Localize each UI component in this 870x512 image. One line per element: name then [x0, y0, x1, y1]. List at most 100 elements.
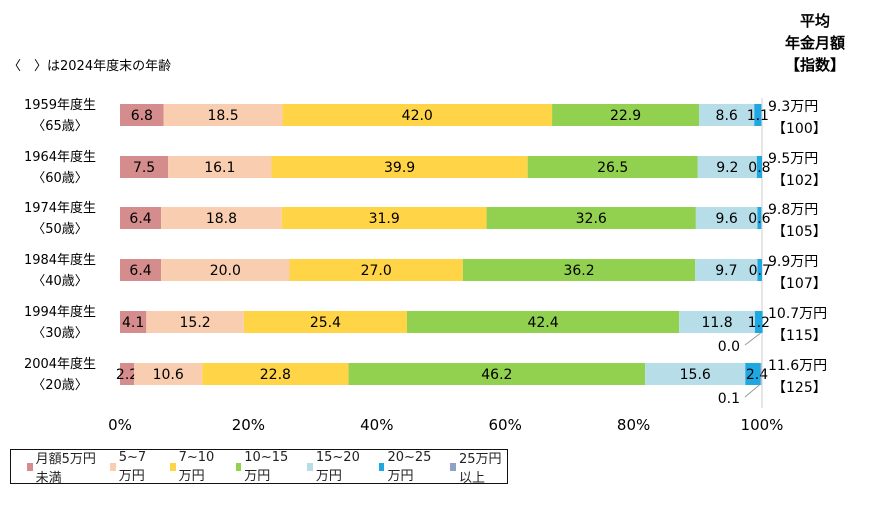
category-label: 1994年度生 [24, 304, 96, 320]
legend-swatch [110, 462, 116, 471]
legend-swatch [378, 462, 385, 471]
bar-segment [697, 156, 757, 178]
bar-segment [120, 259, 162, 281]
bar-segment [645, 363, 746, 385]
legend-item: 7~10万円 [169, 449, 222, 484]
note-label: 〈 〉は2024年度末の年齢 [8, 58, 171, 74]
bar-segment [120, 311, 147, 333]
avg-pension: 9.8万円 [768, 202, 818, 218]
data-label: 2.2 [116, 367, 138, 383]
data-label: 42.4 [527, 315, 558, 331]
category-age: 〈30歳〉 [32, 326, 88, 341]
right-header: 平均 [800, 12, 830, 30]
bar-segment [486, 207, 696, 229]
legend-swatch [169, 462, 176, 471]
data-label: 15.2 [180, 315, 211, 331]
x-tick-label: 0% [108, 416, 132, 434]
bar-segment [120, 104, 164, 126]
bar-segment [760, 363, 762, 385]
bar-segment [552, 104, 700, 126]
data-label: 46.2 [481, 367, 512, 383]
category-age: 〈65歳〉 [32, 119, 88, 134]
data-label: 7.5 [133, 160, 155, 176]
bar-segment [754, 311, 763, 333]
data-label: 22.9 [610, 108, 641, 124]
data-label: 25.4 [310, 315, 341, 331]
bar-segment [163, 104, 283, 126]
avg-pension: 11.6万円 [768, 358, 827, 374]
category-age: 〈40歳〉 [32, 274, 88, 289]
bar-segment [243, 311, 407, 333]
data-label: 22.8 [260, 367, 291, 383]
category-label: 1984年度生 [24, 252, 96, 268]
legend-item: 25万円以上 [450, 448, 507, 486]
bar-segment [462, 259, 696, 281]
legend-swatch [235, 462, 242, 471]
bar-segment [120, 207, 162, 229]
bar-segment [348, 363, 646, 385]
data-label: 42.0 [402, 108, 433, 124]
legend: 月額5万円未満 5~7万円 7~10万円 10~15万円 15~20万円 20~25万円 2… [10, 448, 508, 486]
data-label: 1.2 [748, 315, 770, 331]
bar-segment [282, 104, 553, 126]
category-label: 2004年度生 [24, 356, 96, 372]
data-label: 16.1 [204, 160, 235, 176]
bar-segment [527, 156, 698, 178]
category-age: 〈60歳〉 [32, 171, 88, 186]
data-label: 15.6 [680, 367, 711, 383]
legend-item: 5~7万円 [110, 450, 156, 484]
legend-label: 10~15万円 [244, 449, 289, 484]
leader-line [744, 384, 760, 398]
legend-label: 25万円以上 [459, 451, 502, 486]
bar-segment [161, 207, 282, 229]
data-label: 6.4 [129, 211, 151, 227]
pension-index: 【107】 [772, 276, 827, 292]
pension-index: 【115】 [772, 328, 827, 344]
category-label: 1959年度生 [24, 97, 96, 113]
data-label: 20.0 [210, 263, 241, 279]
legend-item: 20~25万円 [378, 450, 437, 484]
data-label: 9.7 [715, 263, 737, 279]
data-label: 1.1 [747, 108, 769, 124]
legend-label: 7~10万円 [178, 449, 215, 484]
data-label: 0.1 [718, 391, 740, 407]
right-header: 年金月額 [785, 34, 845, 52]
pension-index: 【105】 [772, 224, 827, 240]
x-tick-label: 100% [741, 416, 784, 434]
x-tick-label: 60% [489, 416, 522, 434]
bar-segment [120, 363, 135, 385]
data-label: 6.8 [131, 108, 153, 124]
avg-pension: 9.5万円 [768, 151, 818, 167]
legend-swatch [450, 462, 457, 471]
data-label: 18.8 [206, 211, 237, 227]
leader-line [744, 332, 761, 346]
bar-segment [406, 311, 680, 333]
bar-segment [120, 156, 169, 178]
bar-segment [695, 207, 758, 229]
avg-pension: 9.9万円 [768, 254, 818, 270]
bar-segment [168, 156, 272, 178]
legend-item: 月額5万円未満 [27, 448, 96, 486]
data-label: 39.9 [384, 160, 415, 176]
bar-segment [695, 259, 758, 281]
legend-swatch [27, 462, 33, 471]
category-age: 〈50歳〉 [32, 222, 88, 237]
data-label: 27.0 [361, 263, 392, 279]
legend-label: 15~20万円 [315, 449, 360, 484]
bar-segment [289, 259, 463, 281]
data-label: 0.8 [748, 160, 770, 176]
bar-segment [757, 259, 762, 281]
legend-item: 15~20万円 [307, 450, 365, 484]
data-label: 0.6 [748, 211, 770, 227]
pension-index: 【102】 [772, 173, 827, 189]
legend-swatch [307, 462, 313, 471]
bar-segment [202, 363, 349, 385]
bar-segment [745, 363, 761, 385]
data-label: 9.6 [716, 211, 738, 227]
data-label: 26.5 [597, 160, 628, 176]
bar-segment [281, 207, 487, 229]
x-tick-label: 80% [617, 416, 650, 434]
data-label: 0.0 [718, 339, 740, 355]
legend-item: 10~15万円 [235, 449, 294, 484]
